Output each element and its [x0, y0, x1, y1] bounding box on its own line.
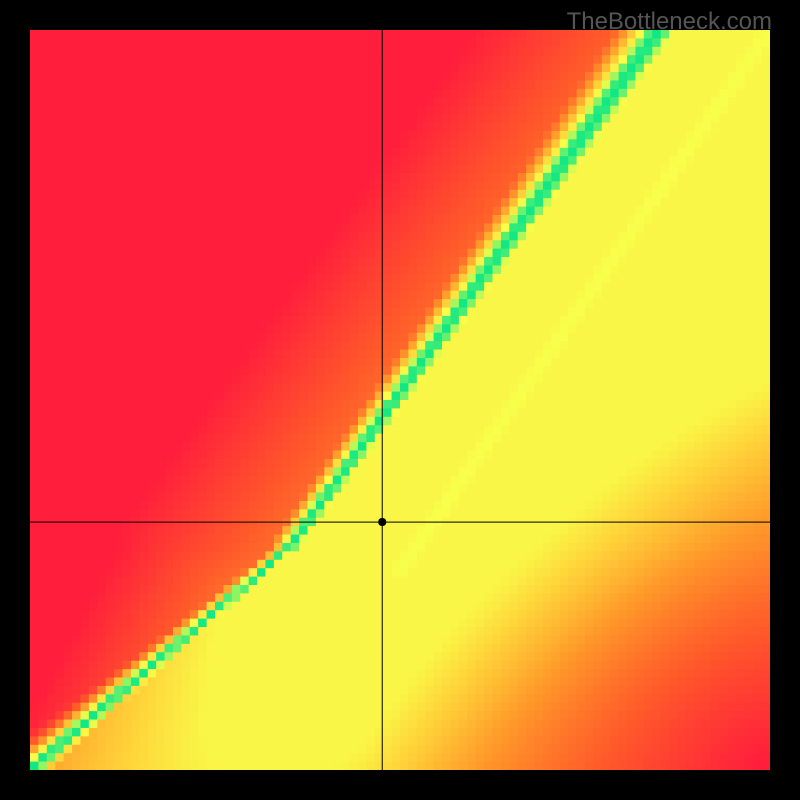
bottleneck-heatmap [0, 0, 800, 800]
watermark-label: TheBottleneck.com [567, 8, 772, 36]
chart-container: TheBottleneck.com [0, 0, 800, 800]
